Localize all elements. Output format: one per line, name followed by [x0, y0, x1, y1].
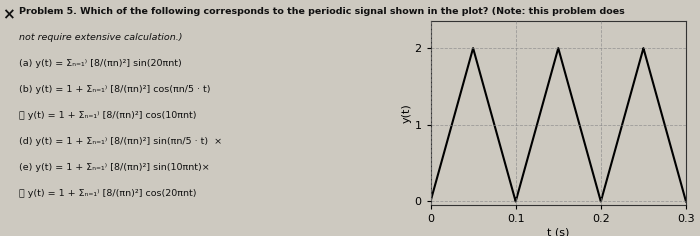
X-axis label: t (s): t (s) [547, 227, 569, 236]
Text: (e) y(t) = 1 + Σₙ₌₁⁾ [8/(πn)²] sin(10πnt)×: (e) y(t) = 1 + Σₙ₌₁⁾ [8/(πn)²] sin(10πnt… [19, 163, 210, 172]
Text: (a) y(t) = Σₙ₌₁⁾ [8/(πn)²] sin(20πnt): (a) y(t) = Σₙ₌₁⁾ [8/(πn)²] sin(20πnt) [19, 59, 182, 68]
Text: (d) y(t) = 1 + Σₙ₌₁⁾ [8/(πn)²] sin(πn/5 · t)  ×: (d) y(t) = 1 + Σₙ₌₁⁾ [8/(πn)²] sin(πn/5 … [19, 137, 222, 146]
Text: ⓕ y(t) = 1 + Σₙ₌₁⁾ [8/(πn)²] cos(20πnt): ⓕ y(t) = 1 + Σₙ₌₁⁾ [8/(πn)²] cos(20πnt) [19, 189, 197, 198]
Text: ⓒ y(t) = 1 + Σₙ₌₁⁾ [8/(πn)²] cos(10πnt): ⓒ y(t) = 1 + Σₙ₌₁⁾ [8/(πn)²] cos(10πnt) [19, 111, 197, 120]
Y-axis label: y(t): y(t) [402, 103, 412, 123]
Text: (b) y(t) = 1 + Σₙ₌₁⁾ [8/(πn)²] cos(πn/5 · t): (b) y(t) = 1 + Σₙ₌₁⁾ [8/(πn)²] cos(πn/5 … [19, 85, 211, 94]
Text: Problem 5. Which of the following corresponds to the periodic signal shown in th: Problem 5. Which of the following corres… [19, 7, 625, 16]
Text: ×: × [2, 7, 15, 22]
Text: not require extensive calculation.): not require extensive calculation.) [19, 33, 183, 42]
